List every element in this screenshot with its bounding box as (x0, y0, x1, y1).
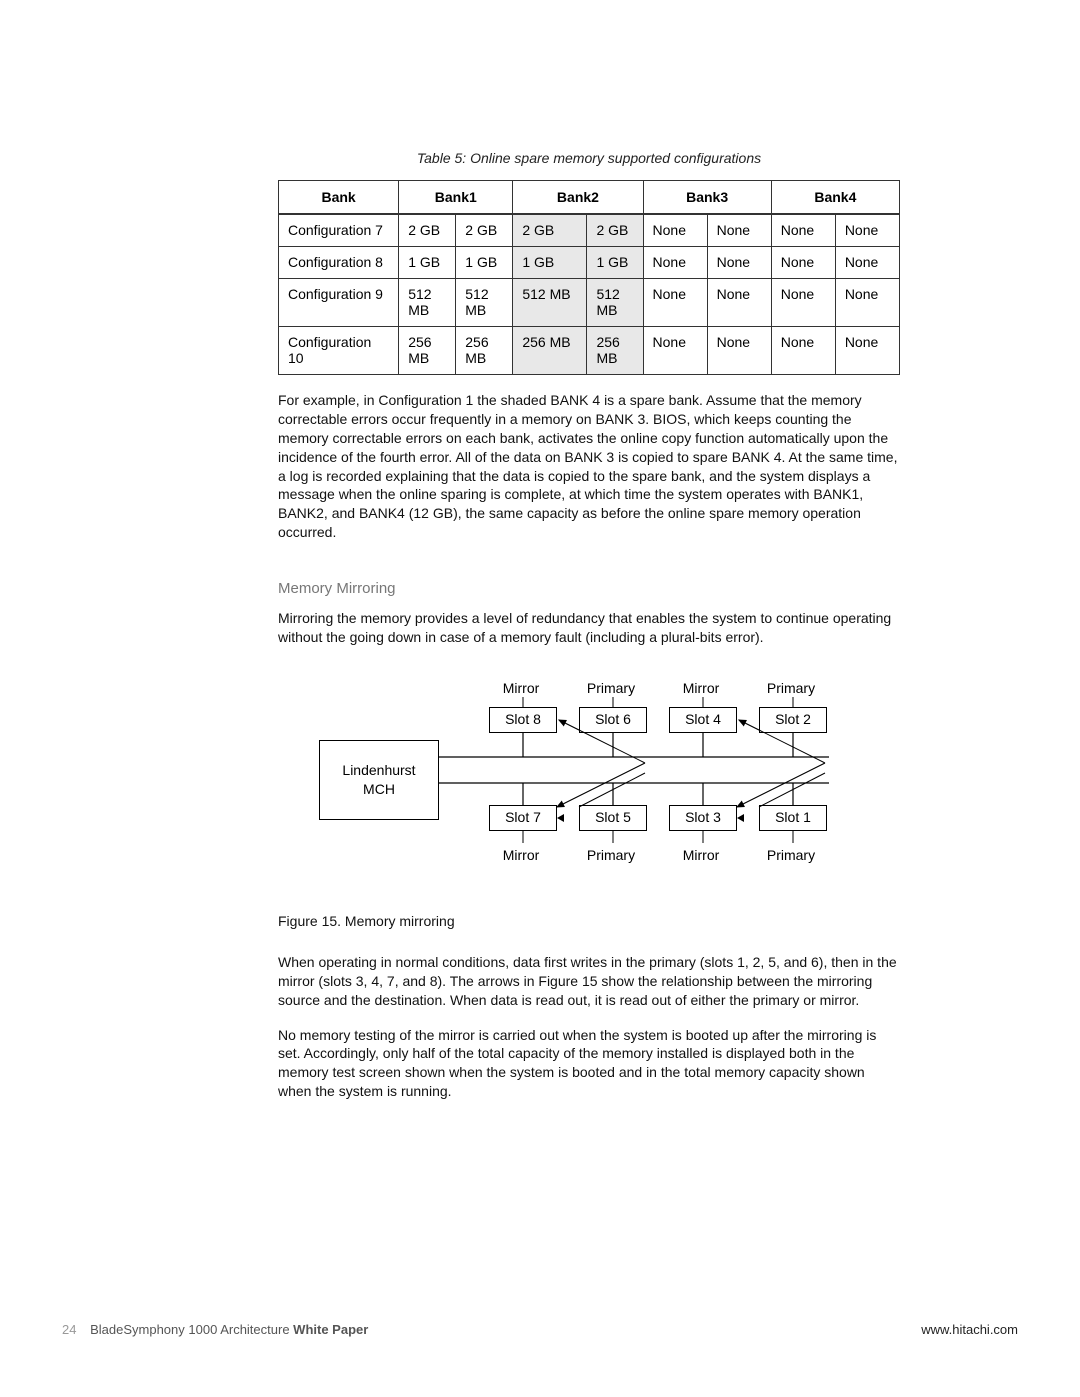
table-row-label: Configuration 10 (279, 327, 399, 375)
table-cell: 1 GB (399, 247, 456, 279)
table-cell: None (707, 327, 771, 375)
table-cell: 512 MB (513, 279, 587, 327)
table-row: Configuration 72 GB2 GB2 GB2 GBNoneNoneN… (279, 214, 900, 247)
table-cell: None (643, 247, 707, 279)
table-cell: None (835, 247, 899, 279)
table-cell: 1 GB (513, 247, 587, 279)
table-cell: None (835, 214, 899, 247)
table-cell: 2 GB (587, 214, 643, 247)
doc-title-bold: White Paper (293, 1322, 368, 1337)
table-cell: 256 MB (399, 327, 456, 375)
paragraph-mirroring-intro: Mirroring the memory provides a level of… (278, 609, 900, 647)
table-cell: None (643, 327, 707, 375)
footer-left: 24 BladeSymphony 1000 Architecture White… (62, 1322, 368, 1337)
table-caption: Table 5: Online spare memory supported c… (278, 150, 900, 166)
table-cell: 2 GB (399, 214, 456, 247)
memory-config-table: BankBank1Bank2Bank3Bank4 Configuration 7… (278, 180, 900, 375)
figure-memory-mirroring: LindenhurstMCH Mirror Primary Mirror Pri… (319, 675, 859, 885)
table-cell: 256 MB (513, 327, 587, 375)
table-row: Configuration 10256 MB256 MB256 MB256 MB… (279, 327, 900, 375)
table-cell: None (707, 214, 771, 247)
table-row: Configuration 9512 MB512 MB512 MB512 MBN… (279, 279, 900, 327)
table-cell: 256 MB (587, 327, 643, 375)
section-heading: Memory Mirroring (278, 580, 900, 597)
table-cell: 2 GB (513, 214, 587, 247)
table-header-cell: Bank4 (771, 181, 899, 215)
page-footer: 24 BladeSymphony 1000 Architecture White… (0, 1322, 1080, 1337)
table-header-cell: Bank2 (513, 181, 643, 215)
table-row-label: Configuration 8 (279, 247, 399, 279)
table-cell: 2 GB (456, 214, 513, 247)
paragraph-operation: When operating in normal conditions, dat… (278, 953, 900, 1010)
table-row: Configuration 81 GB1 GB1 GB1 GBNoneNoneN… (279, 247, 900, 279)
table-cell: 512 MB (587, 279, 643, 327)
footer-url: www.hitachi.com (921, 1322, 1018, 1337)
paragraph-testing-note: No memory testing of the mirror is carri… (278, 1026, 900, 1102)
table-header-cell: Bank (279, 181, 399, 215)
table-cell: 512 MB (456, 279, 513, 327)
table-cell: None (771, 327, 835, 375)
table-cell: None (707, 247, 771, 279)
table-cell: None (771, 214, 835, 247)
table-cell: None (707, 279, 771, 327)
paragraph-example: For example, in Configuration 1 the shad… (278, 391, 900, 542)
table-header-cell: Bank3 (643, 181, 771, 215)
page-number: 24 (62, 1322, 76, 1337)
table-cell: 1 GB (456, 247, 513, 279)
table-header-cell: Bank1 (399, 181, 513, 215)
page-content: Table 5: Online spare memory supported c… (278, 150, 900, 1101)
table-row-label: Configuration 7 (279, 214, 399, 247)
table-cell: None (643, 214, 707, 247)
table-cell: 1 GB (587, 247, 643, 279)
table-cell: 512 MB (399, 279, 456, 327)
table-cell: None (835, 327, 899, 375)
doc-title: BladeSymphony 1000 Architecture (90, 1322, 293, 1337)
table-cell: None (835, 279, 899, 327)
table-cell: 256 MB (456, 327, 513, 375)
table-header-row: BankBank1Bank2Bank3Bank4 (279, 181, 900, 215)
figure-caption: Figure 15. Memory mirroring (278, 913, 900, 929)
table-cell: None (771, 279, 835, 327)
table-cell: None (643, 279, 707, 327)
table-cell: None (771, 247, 835, 279)
figure-wires (319, 675, 859, 885)
table-row-label: Configuration 9 (279, 279, 399, 327)
